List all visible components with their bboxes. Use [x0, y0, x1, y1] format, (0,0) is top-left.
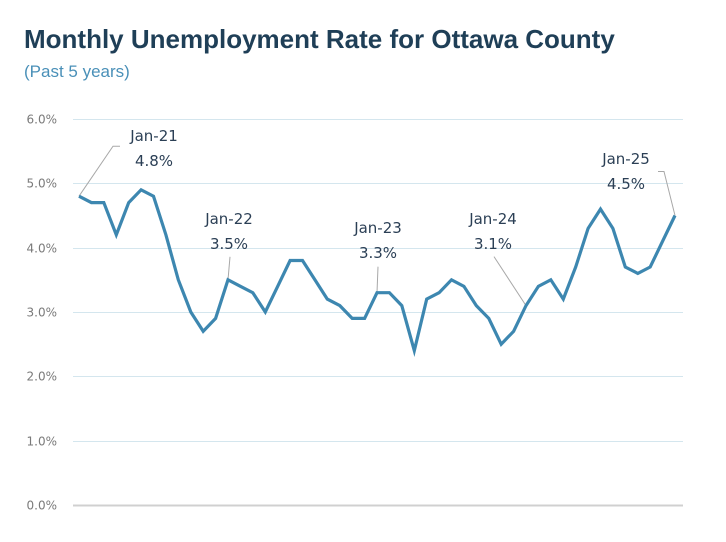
- data-point: [127, 201, 130, 204]
- series-group: [78, 187, 677, 357]
- annotation-value-label: 3.1%: [474, 235, 512, 253]
- data-point: [276, 285, 279, 288]
- data-point: [649, 266, 652, 269]
- data-point: [400, 304, 403, 307]
- data-point: [475, 304, 478, 307]
- data-point: [587, 227, 590, 230]
- data-point: [177, 278, 180, 281]
- data-point: [140, 188, 143, 191]
- y-axis-ticks: 0.0% 1.0% 2.0% 3.0% 4.0% 5.0% 6.0%: [27, 113, 58, 513]
- data-point: [388, 291, 391, 294]
- annotation-callouts: [78, 145, 676, 306]
- y-tick-label: 0.0%: [27, 499, 58, 513]
- y-tick-label: 6.0%: [27, 113, 58, 127]
- data-point: [413, 349, 416, 352]
- gridlines: [73, 119, 683, 507]
- data-point: [115, 233, 118, 236]
- data-point: [239, 285, 242, 288]
- annotation-date-label: Jan-23: [353, 219, 402, 237]
- data-point: [78, 195, 81, 198]
- data-point: [251, 291, 254, 294]
- annotation-labels: Jan-21 4.8% Jan-22 3.5% Jan-23 3.3% Jan-24 3.1%…: [129, 127, 650, 262]
- data-point: [189, 311, 192, 314]
- data-point: [264, 311, 267, 314]
- callout-line: [493, 256, 527, 306]
- callout-line: [376, 266, 379, 293]
- data-point: [636, 272, 639, 275]
- annotation-date-label: Jan-21: [129, 127, 178, 145]
- data-point: [599, 208, 602, 211]
- callout-line: [658, 171, 676, 216]
- y-tick-label: 2.0%: [27, 370, 58, 384]
- data-point: [227, 278, 230, 281]
- data-point: [512, 330, 515, 333]
- data-point: [487, 317, 490, 320]
- annotation-value-label: 4.5%: [607, 175, 645, 193]
- data-point: [425, 298, 428, 301]
- data-point: [363, 317, 366, 320]
- annotation-date-label: Jan-22: [204, 210, 253, 228]
- data-point: [674, 214, 677, 217]
- data-point: [537, 285, 540, 288]
- data-point: [326, 298, 329, 301]
- data-point: [450, 278, 453, 281]
- data-point: [624, 266, 627, 269]
- data-point: [438, 291, 441, 294]
- data-point: [562, 298, 565, 301]
- data-point: [90, 201, 93, 204]
- y-tick-label: 4.0%: [27, 242, 58, 256]
- data-point: [289, 259, 292, 262]
- data-point: [500, 343, 503, 346]
- annotation-date-label: Jan-24: [468, 210, 517, 228]
- annotation-value-label: 4.8%: [135, 152, 173, 170]
- y-tick-label: 1.0%: [27, 435, 58, 449]
- data-point: [102, 201, 105, 204]
- data-point: [525, 304, 528, 307]
- series-line-unemployment-rate: [78, 187, 677, 357]
- data-point: [661, 240, 664, 243]
- callout-line: [227, 256, 231, 280]
- data-point: [462, 285, 465, 288]
- data-point: [351, 317, 354, 320]
- y-tick-label: 5.0%: [27, 177, 58, 191]
- data-point: [338, 304, 341, 307]
- y-tick-label: 3.0%: [27, 306, 58, 320]
- annotation-value-label: 3.5%: [210, 235, 248, 253]
- data-point: [301, 259, 304, 262]
- data-point: [574, 266, 577, 269]
- chart-title: Monthly Unemployment Rate for Ottawa Cou…: [24, 24, 615, 54]
- data-point: [549, 278, 552, 281]
- callout-line: [78, 145, 120, 197]
- data-point: [164, 233, 167, 236]
- annotation-date-label: Jan-25: [601, 150, 650, 168]
- data-point: [202, 330, 205, 333]
- data-point: [313, 278, 316, 281]
- data-point: [611, 227, 614, 230]
- annotation-value-label: 3.3%: [359, 244, 397, 262]
- data-point: [376, 291, 379, 294]
- data-point: [152, 195, 155, 198]
- chart-subtitle: (Past 5 years): [24, 62, 130, 81]
- data-point: [214, 317, 217, 320]
